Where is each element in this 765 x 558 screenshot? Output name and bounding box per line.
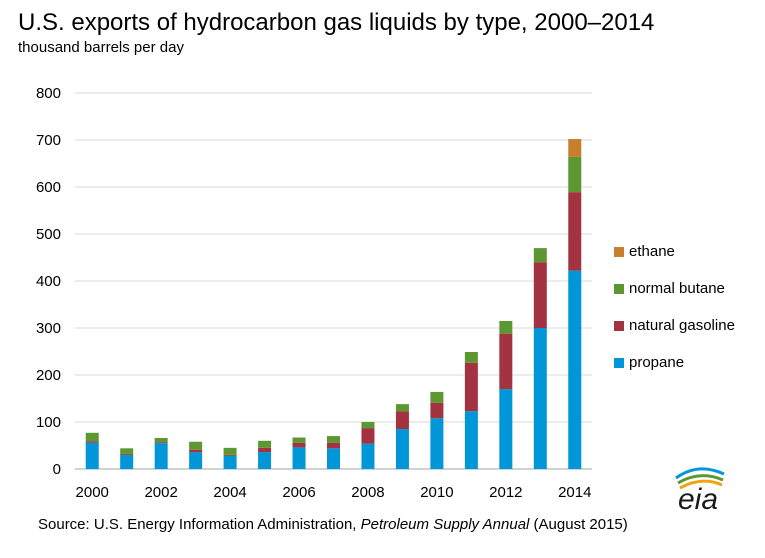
- source-suffix: (August 2015): [529, 516, 628, 533]
- bar-segment-natural-gasoline-2004: [223, 454, 237, 456]
- legend-swatch: [614, 358, 624, 368]
- bar-segment-propane-2007: [327, 448, 340, 469]
- gridlines: [75, 92, 592, 470]
- bar-segment-natural-gasoline-2014: [568, 192, 582, 271]
- bar-segment-propane-2005: [258, 452, 272, 469]
- bar-segment-normal-butane-2004: [223, 447, 237, 455]
- bar-segment-natural-gasoline-2007: [327, 442, 340, 449]
- legend-label: normal butane: [629, 280, 725, 297]
- bar-segment-natural-gasoline-2008: [361, 428, 375, 444]
- bar-segment-propane-2006: [292, 447, 306, 469]
- source-prefix: Source: U.S. Energy Information Administ…: [38, 516, 361, 533]
- bar-segment-ethane-2014: [568, 139, 582, 157]
- bar-segment-normal-butane-2007: [327, 436, 340, 443]
- y-tick-label: 700: [36, 132, 61, 149]
- bar-segment-normal-butane-2013: [533, 248, 547, 263]
- legend-label: natural gasoline: [629, 317, 735, 334]
- x-tick-label: 2002: [144, 484, 177, 501]
- bar-segment-normal-butane-2014: [568, 156, 582, 193]
- legend-item-natural-gasoline: natural gasoline: [614, 314, 762, 351]
- legend-label: propane: [629, 354, 685, 371]
- legend-item-normal-butane: normal butane: [614, 277, 762, 314]
- legend-swatch: [614, 247, 624, 257]
- x-tick-label: 2008: [351, 484, 384, 501]
- bar-segment-natural-gasoline-2001: [120, 453, 134, 455]
- bar-segment-natural-gasoline-2003: [189, 449, 203, 453]
- bar-segment-natural-gasoline-2006: [292, 442, 306, 448]
- x-tick-label: 2012: [489, 484, 522, 501]
- bar-segment-propane-2009: [395, 429, 409, 469]
- bar-segment-normal-butane-2003: [189, 441, 203, 450]
- bar-segment-natural-gasoline-2011: [464, 362, 478, 412]
- bar-segment-natural-gasoline-2012: [499, 333, 513, 390]
- x-axis-tick-labels: 2000 2002 2004 2006 2008 2010 2012 2014: [76, 484, 592, 501]
- bar-segment-natural-gasoline-2010: [430, 402, 444, 419]
- y-tick-label: 100: [36, 414, 61, 431]
- bar-segment-normal-butane-2008: [361, 422, 375, 429]
- bar-segment-normal-butane-2012: [499, 320, 513, 334]
- bars: [85, 139, 582, 469]
- bar-segment-natural-gasoline-2013: [533, 262, 547, 328]
- bar-segment-propane-2012: [499, 389, 513, 469]
- bar-segment-propane-2002: [154, 443, 168, 469]
- y-tick-label: 300: [36, 320, 61, 337]
- y-tick-label: 800: [36, 85, 61, 102]
- bar-segment-normal-butane-2009: [395, 404, 409, 412]
- source-note: Source: U.S. Energy Information Administ…: [38, 515, 628, 535]
- source-publication: Petroleum Supply Annual: [360, 516, 530, 533]
- eia-logo: eia: [675, 467, 725, 512]
- bar-segment-propane-2011: [464, 411, 478, 469]
- bar-segment-propane-2010: [430, 418, 444, 469]
- x-tick-label: 2004: [213, 484, 246, 501]
- bar-segment-normal-butane-2002: [154, 437, 168, 443]
- y-tick-label: 500: [36, 226, 61, 243]
- legend-label: ethane: [629, 243, 675, 260]
- bar-segment-normal-butane-2001: [120, 448, 134, 454]
- bar-segment-propane-2008: [361, 443, 375, 469]
- y-tick-label: 600: [36, 179, 61, 196]
- x-tick-label: 2014: [558, 484, 591, 501]
- bar-segment-natural-gasoline-2009: [395, 411, 409, 430]
- legend-swatch: [614, 321, 624, 331]
- bar-segment-natural-gasoline-2002: [154, 442, 168, 444]
- bar-segment-normal-butane-2005: [258, 440, 272, 448]
- x-tick-label: 2000: [76, 484, 109, 501]
- bar-segment-natural-gasoline-2000: [85, 441, 99, 443]
- y-axis-tick-labels: 0 100 200 300 400 500 600 700 800: [36, 85, 61, 478]
- y-tick-label: 200: [36, 367, 61, 384]
- y-tick-label: 0: [53, 461, 61, 478]
- bar-segment-propane-2013: [533, 328, 547, 469]
- x-tick-label: 2010: [420, 484, 453, 501]
- bar-segment-normal-butane-2006: [292, 437, 306, 443]
- bar-segment-propane-2001: [120, 454, 134, 469]
- chart-title: U.S. exports of hydrocarbon gas liquids …: [18, 9, 655, 36]
- legend-item-ethane: ethane: [614, 240, 762, 277]
- bar-segment-normal-butane-2011: [464, 351, 478, 363]
- bar-segment-propane-2014: [568, 270, 582, 469]
- bar-segment-propane-2004: [223, 455, 237, 469]
- x-tick-label: 2006: [282, 484, 315, 501]
- bar-segment-propane-2003: [189, 452, 203, 469]
- svg-text:eia: eia: [678, 483, 718, 512]
- bar-segment-propane-2000: [85, 442, 99, 469]
- bar-segment-normal-butane-2010: [430, 391, 444, 403]
- chart-subtitle: thousand barrels per day: [18, 39, 184, 56]
- y-tick-label: 400: [36, 273, 61, 290]
- bar-segment-normal-butane-2000: [85, 432, 99, 442]
- bar-segment-natural-gasoline-2005: [258, 447, 272, 453]
- legend: ethane normal butane natural gasoline propa…: [614, 240, 762, 388]
- legend-swatch: [614, 284, 624, 294]
- legend-item-propane: propane: [614, 351, 762, 388]
